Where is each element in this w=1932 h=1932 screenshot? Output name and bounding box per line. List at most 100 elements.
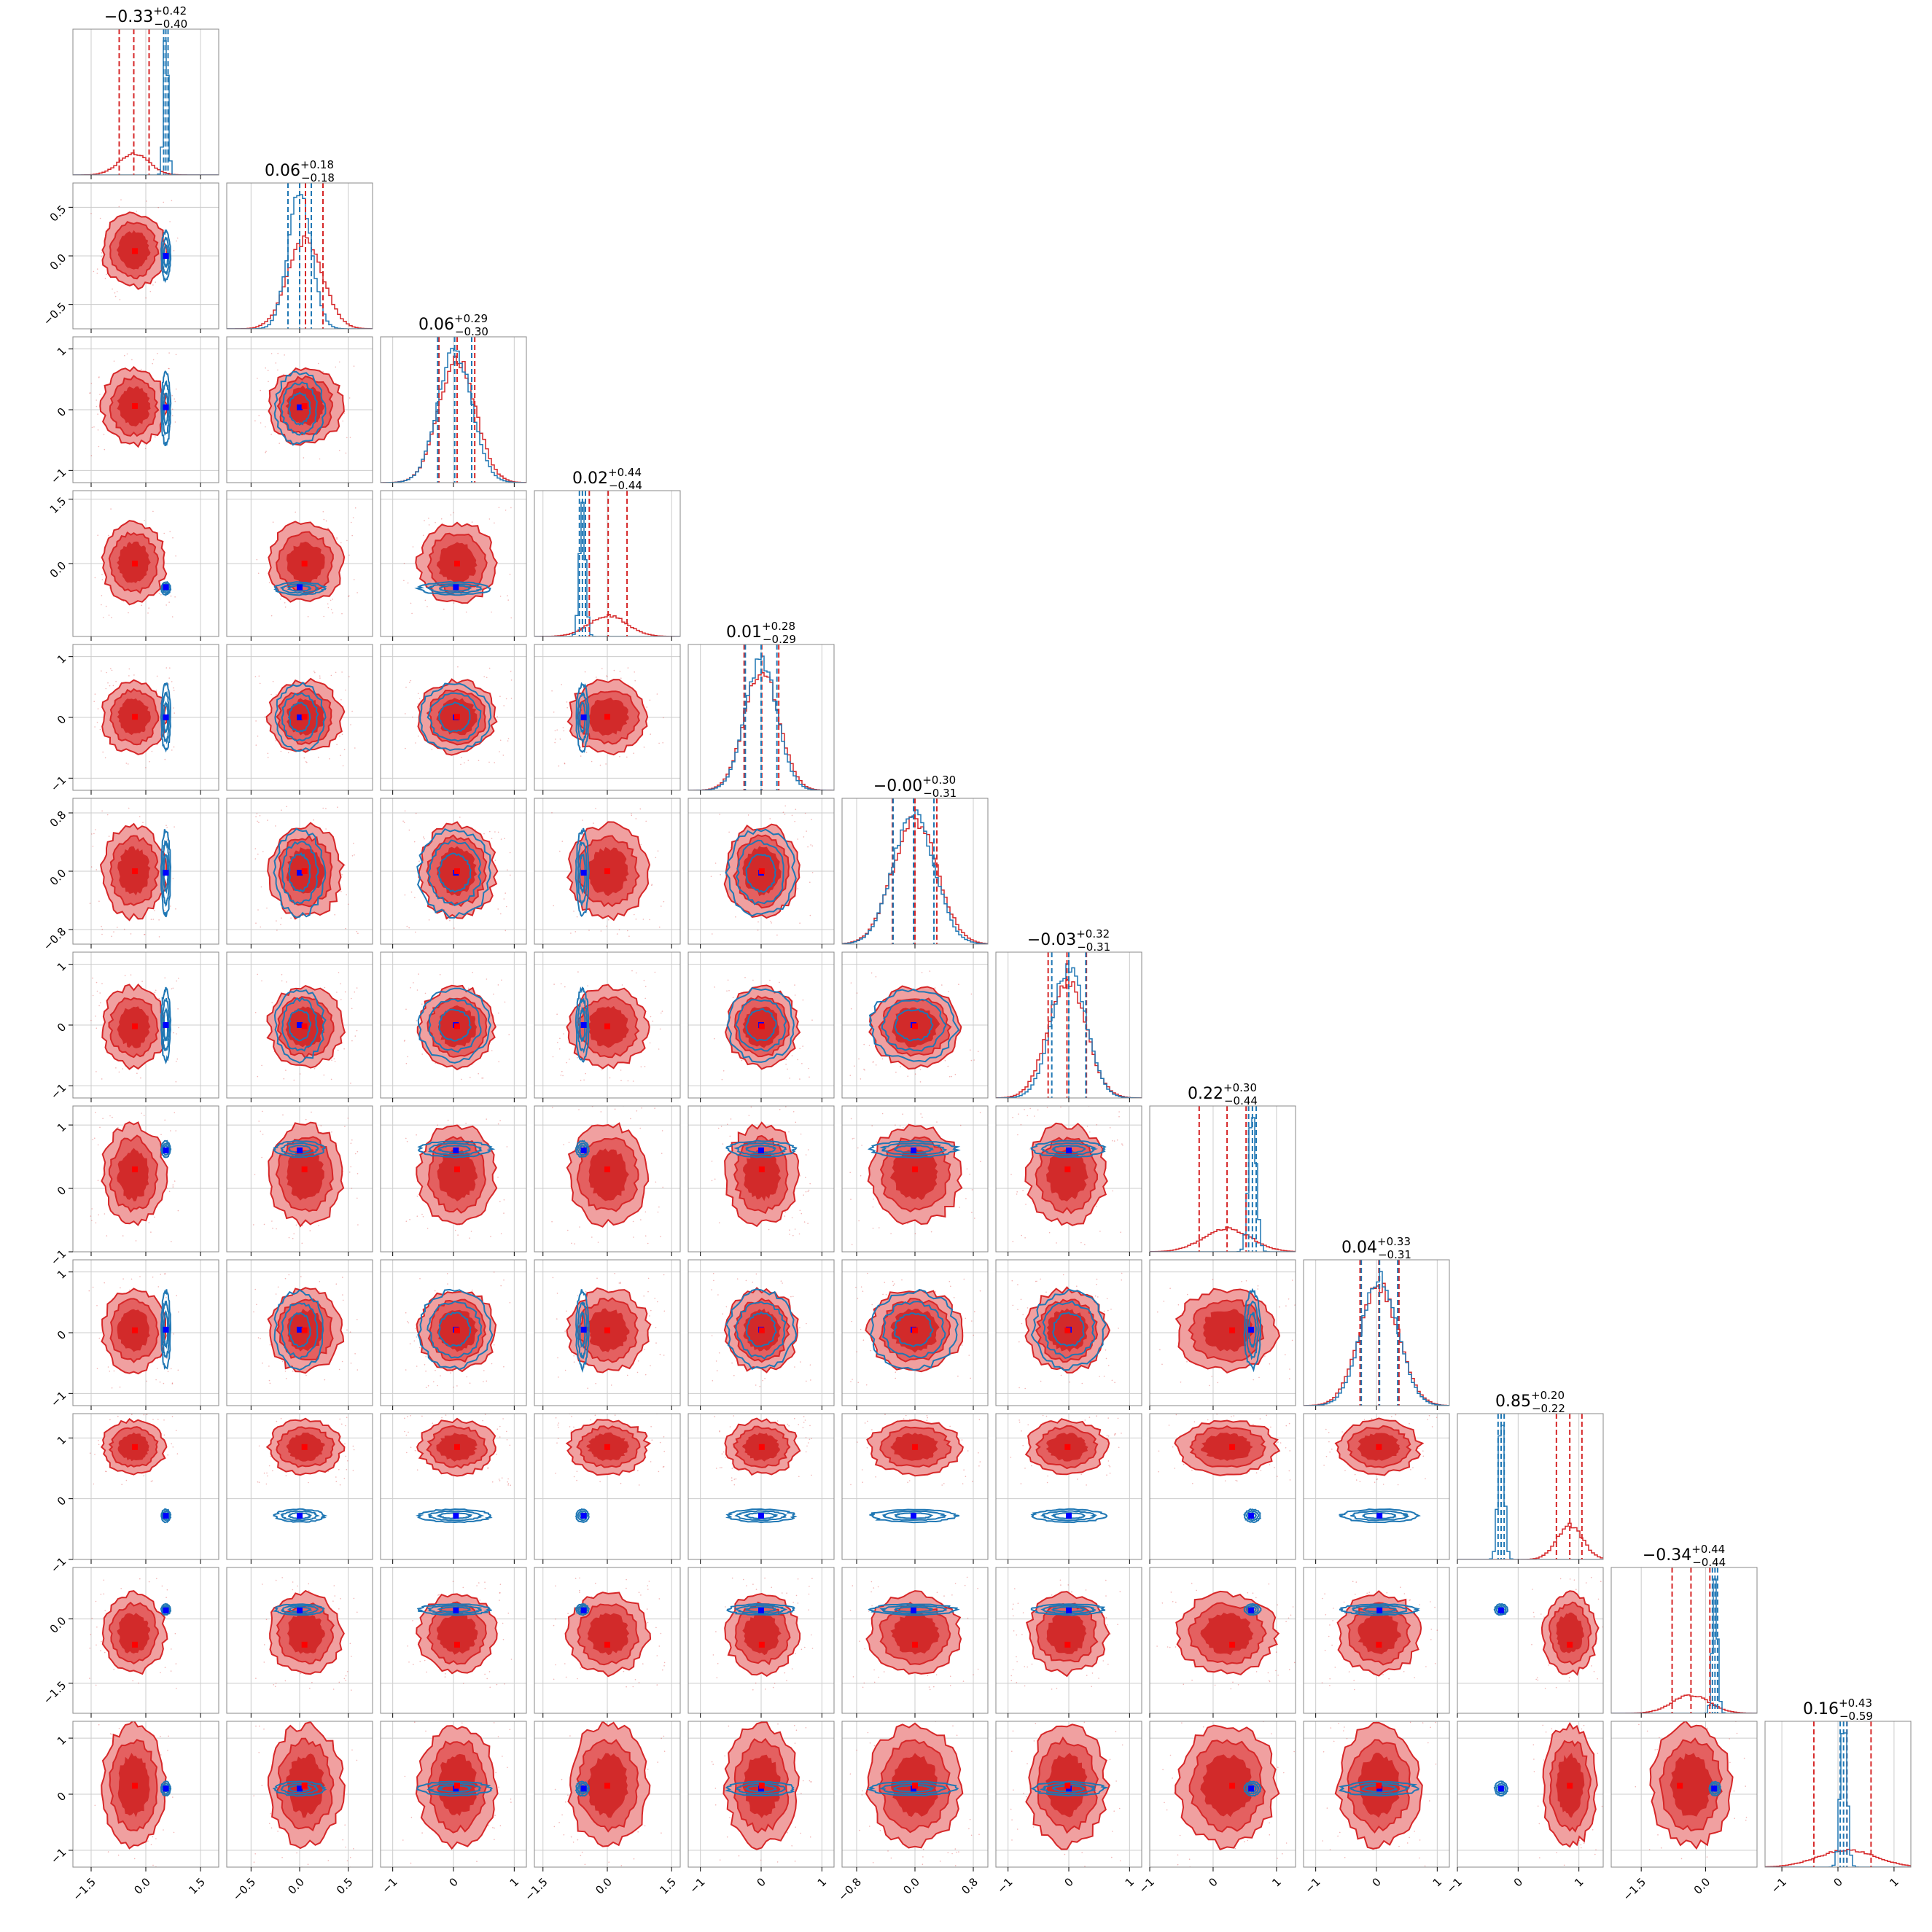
sample-point bbox=[805, 1191, 807, 1193]
sample-point bbox=[493, 1722, 495, 1723]
sample-point bbox=[557, 1357, 558, 1359]
sample-point bbox=[351, 997, 352, 1000]
sample-point bbox=[729, 1426, 731, 1427]
sample-point bbox=[1270, 1426, 1271, 1428]
sample-point bbox=[1021, 1634, 1023, 1635]
sample-point bbox=[795, 1653, 796, 1654]
sample-point bbox=[147, 612, 149, 614]
sample-point bbox=[662, 742, 663, 744]
sample-point bbox=[797, 1578, 799, 1580]
sample-point bbox=[351, 1689, 352, 1691]
blue-contour bbox=[288, 1145, 311, 1154]
sample-point bbox=[405, 713, 406, 714]
sample-point bbox=[175, 1081, 177, 1083]
sample-point bbox=[166, 839, 168, 841]
sample-point bbox=[258, 822, 260, 823]
y-tick-label: −1 bbox=[48, 466, 69, 486]
sample-point bbox=[1607, 1652, 1608, 1654]
sample-point bbox=[554, 730, 556, 732]
sample-point bbox=[403, 822, 405, 823]
sample-point bbox=[1020, 1123, 1022, 1126]
truth-marker-red bbox=[132, 248, 138, 254]
sample-point bbox=[254, 1012, 257, 1013]
contour-panel-7-6 bbox=[841, 951, 989, 1102]
sample-point bbox=[268, 1465, 270, 1467]
sample-point bbox=[1096, 1278, 1098, 1280]
sample-point bbox=[95, 1600, 97, 1602]
sample-point bbox=[1045, 1415, 1048, 1417]
sample-point bbox=[564, 1331, 566, 1332]
sample-point bbox=[710, 876, 712, 877]
sample-point bbox=[288, 1236, 290, 1239]
blue-contour bbox=[1042, 1300, 1096, 1360]
sample-point bbox=[764, 1577, 766, 1579]
blue-contour bbox=[745, 1008, 777, 1042]
sample-point bbox=[499, 1592, 501, 1594]
sample-point bbox=[170, 1670, 172, 1672]
sample-point bbox=[637, 1831, 639, 1833]
sample-point bbox=[731, 1362, 733, 1364]
sample-point bbox=[476, 1585, 478, 1586]
blue-contour bbox=[437, 852, 472, 893]
blue-contour bbox=[725, 828, 797, 917]
sample-point bbox=[410, 891, 413, 893]
blue-contour bbox=[416, 1780, 493, 1797]
sample-point bbox=[308, 1583, 310, 1585]
sample-point bbox=[101, 604, 102, 606]
sample-point bbox=[472, 972, 473, 973]
blue-contour bbox=[578, 1006, 586, 1043]
sample-point bbox=[634, 914, 635, 916]
sample-point bbox=[809, 1780, 811, 1782]
blue-contour bbox=[287, 1512, 313, 1519]
blue-contour bbox=[160, 370, 172, 446]
blue-contour bbox=[1351, 1605, 1408, 1615]
sample-point bbox=[254, 1853, 256, 1855]
sample-point bbox=[262, 1134, 264, 1135]
sample-point bbox=[504, 1001, 506, 1003]
sample-point bbox=[111, 1733, 113, 1735]
sample-point bbox=[716, 1677, 718, 1678]
sample-point bbox=[510, 679, 513, 681]
sample-point bbox=[151, 750, 153, 752]
sample-point bbox=[314, 1720, 316, 1721]
x-tick-label: 0 bbox=[446, 1875, 460, 1889]
sample-point bbox=[465, 611, 467, 613]
sample-point bbox=[711, 1161, 713, 1162]
sample-point bbox=[732, 997, 734, 999]
sample-point bbox=[630, 1118, 631, 1120]
sample-point bbox=[639, 808, 642, 810]
sample-point bbox=[509, 1444, 511, 1446]
sample-point bbox=[555, 1585, 556, 1587]
sample-point bbox=[1290, 1614, 1292, 1616]
sample-point bbox=[268, 582, 270, 583]
sample-point bbox=[403, 1040, 405, 1042]
contour-panel-8-2 bbox=[226, 1105, 373, 1256]
sample-point bbox=[1266, 1414, 1267, 1417]
sample-point bbox=[800, 1361, 801, 1363]
sample-point bbox=[1366, 1592, 1368, 1594]
blue-contour bbox=[1030, 1288, 1107, 1371]
blue-contour bbox=[1030, 1603, 1106, 1616]
sample-point bbox=[346, 437, 348, 439]
blue-contour bbox=[894, 1606, 933, 1613]
sample-point bbox=[160, 1134, 162, 1136]
sample-point bbox=[284, 606, 287, 608]
sample-point bbox=[1119, 1591, 1121, 1592]
sample-point bbox=[948, 991, 949, 992]
sample-point bbox=[353, 1848, 354, 1850]
sample-point bbox=[408, 1662, 410, 1663]
sample-point bbox=[929, 1688, 931, 1691]
sample-point bbox=[1409, 1600, 1410, 1601]
sample-point bbox=[572, 1720, 574, 1721]
red-contour-inner bbox=[1556, 1612, 1584, 1654]
sample-point bbox=[980, 1161, 981, 1162]
sample-point bbox=[1434, 1606, 1436, 1608]
truth-marker-red bbox=[604, 1444, 610, 1450]
truth-marker-red bbox=[1229, 1327, 1236, 1333]
sample-point bbox=[1060, 1374, 1062, 1376]
sample-point bbox=[409, 1218, 410, 1220]
blue-contour bbox=[577, 840, 588, 908]
sample-point bbox=[357, 1369, 359, 1371]
sample-point bbox=[722, 1313, 724, 1314]
sample-point bbox=[1289, 1450, 1290, 1452]
